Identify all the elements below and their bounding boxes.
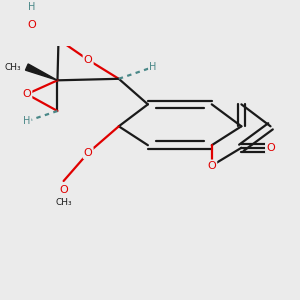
Text: O: O	[266, 143, 275, 153]
Text: O: O	[207, 160, 216, 171]
Text: O: O	[84, 55, 92, 65]
Text: O: O	[28, 20, 36, 30]
Text: H: H	[23, 116, 31, 126]
Text: O: O	[59, 185, 68, 195]
Text: H: H	[149, 62, 157, 72]
Text: O: O	[22, 89, 31, 99]
Text: CH₃: CH₃	[55, 198, 72, 207]
Polygon shape	[26, 64, 58, 80]
Text: H: H	[28, 2, 36, 12]
Text: CH₃: CH₃	[4, 62, 21, 71]
Text: O: O	[84, 148, 92, 158]
